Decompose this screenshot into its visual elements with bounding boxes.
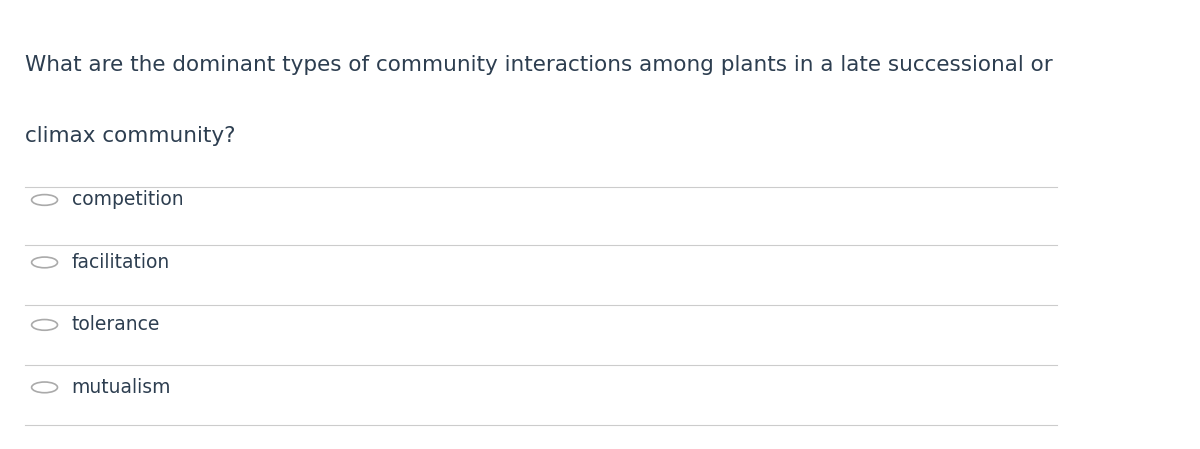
Text: What are the dominant types of community interactions among plants in a late suc: What are the dominant types of community… [25, 55, 1052, 75]
Text: climax community?: climax community? [25, 126, 235, 146]
Text: mutualism: mutualism [72, 378, 172, 397]
Text: tolerance: tolerance [72, 315, 160, 335]
Text: facilitation: facilitation [72, 253, 169, 272]
Text: competition: competition [72, 190, 184, 209]
